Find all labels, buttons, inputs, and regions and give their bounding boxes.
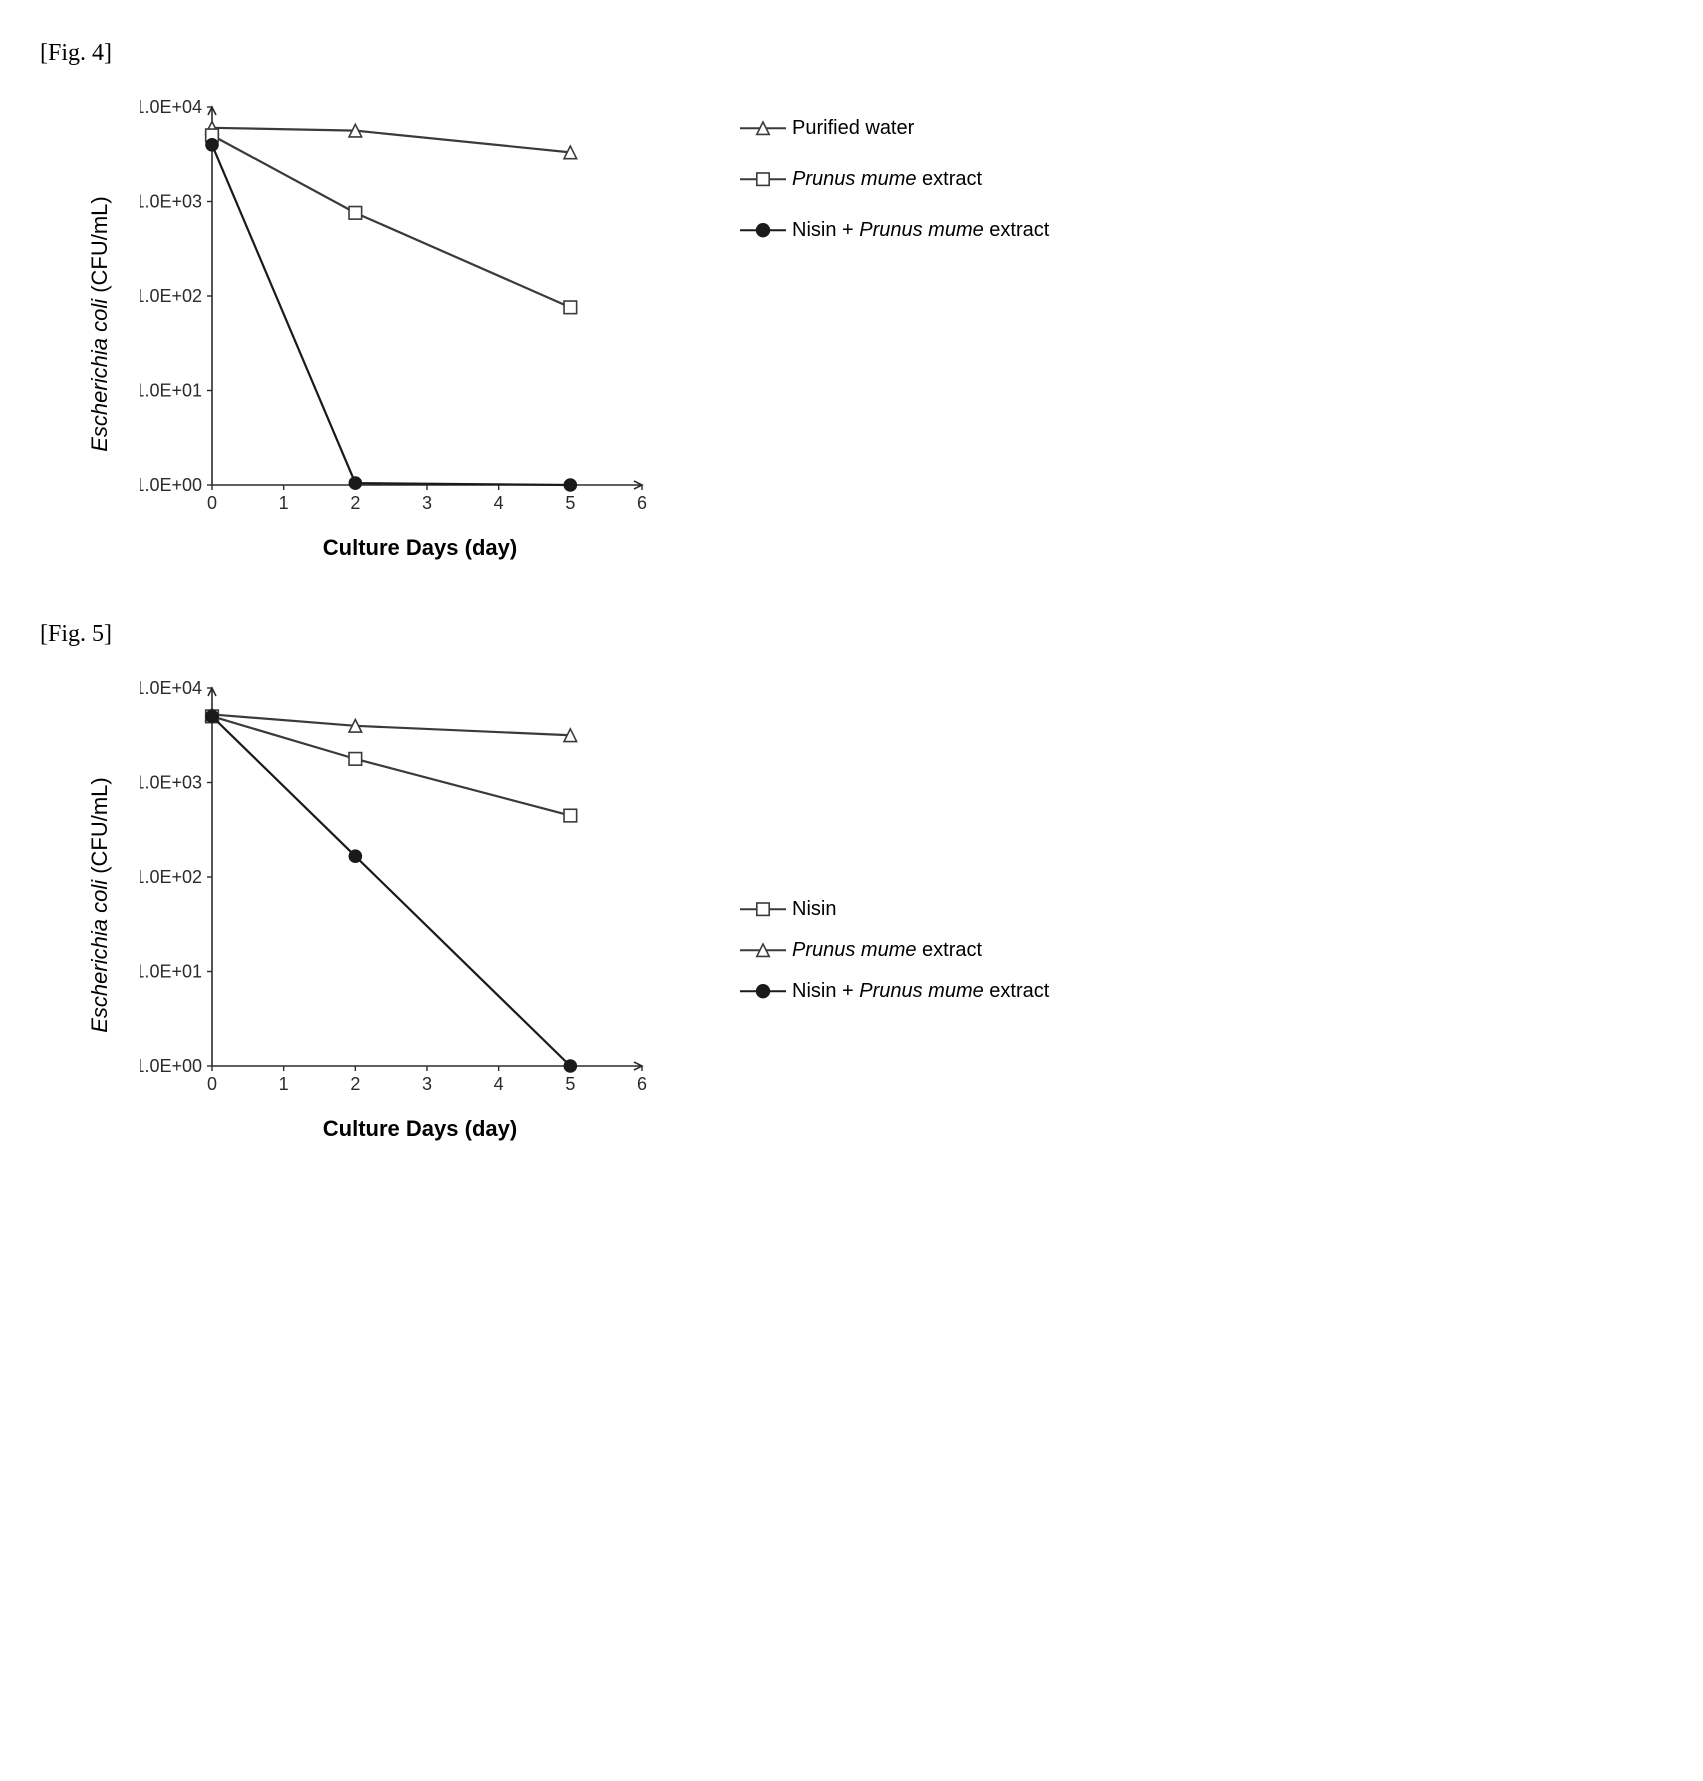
y-axis-label: Escherichia coli (CFU/mL) <box>87 777 113 1033</box>
legend-entry: Nisin + Prunus mume extract <box>740 980 1049 1003</box>
legend-entry: Prunus mume extract <box>740 168 1049 191</box>
legend-marker <box>740 941 786 959</box>
series-line <box>212 128 570 153</box>
figure-caption: [Fig. 5] <box>40 621 1663 648</box>
x-tick-label: 0 <box>207 493 217 513</box>
x-axis-label: Culture Days (day) <box>323 535 517 561</box>
x-tick-label: 5 <box>565 493 575 513</box>
y-tick-label: 1.0E+01 <box>140 381 202 401</box>
legend-entry: Purified water <box>740 117 1049 140</box>
legend-label: Nisin <box>792 898 836 921</box>
y-tick-label: 1.0E+03 <box>140 773 202 793</box>
y-tick-label: 1.0E+02 <box>140 867 202 887</box>
y-tick-label: 1.0E+02 <box>140 286 202 306</box>
series-line <box>212 716 570 815</box>
figure-row: Escherichia coli (CFU/mL)1.0E+001.0E+011… <box>40 668 1663 1142</box>
x-tick-label: 0 <box>207 1074 217 1094</box>
figure-caption: [Fig. 4] <box>40 40 1663 67</box>
figure-block: [Fig. 4] Escherichia coli (CFU/mL) 1.0E+00… <box>40 40 1663 561</box>
legend-label: Prunus mume extract <box>792 168 982 191</box>
x-tick-label: 2 <box>350 1074 360 1094</box>
figure-block: [Fig. 5] Escherichia coli (CFU/mL) 1.0E+00… <box>40 621 1663 1142</box>
legend-entry: Prunus mume extract <box>740 939 1049 962</box>
legend-marker <box>740 119 786 137</box>
y-tick-label: 1.0E+04 <box>140 678 202 698</box>
legend-entry: Nisin + Prunus mume extract <box>740 219 1049 242</box>
y-tick-label: 1.0E+01 <box>140 962 202 982</box>
legend-marker <box>740 982 786 1000</box>
series-line <box>212 135 570 307</box>
x-axis-label: Culture Days (day) <box>323 1116 517 1142</box>
x-tick-label: 3 <box>422 1074 432 1094</box>
x-tick-label: 1 <box>279 1074 289 1094</box>
x-tick-label: 4 <box>494 493 504 513</box>
legend-label: Purified water <box>792 117 914 140</box>
chart-legend: Purified water Prunus mume extract Nisin +… <box>740 117 1049 270</box>
chart-container: Escherichia coli (CFU/mL)1.0E+001.0E+011… <box>140 87 700 561</box>
x-tick-label: 2 <box>350 493 360 513</box>
y-tick-label: 1.0E+00 <box>140 1056 202 1076</box>
y-tick-label: 1.0E+04 <box>140 97 202 117</box>
legend-label: Nisin + Prunus mume extract <box>792 219 1049 242</box>
legend-marker <box>740 170 786 188</box>
y-tick-label: 1.0E+00 <box>140 475 202 495</box>
x-tick-label: 6 <box>637 1074 647 1094</box>
y-tick-label: 1.0E+03 <box>140 192 202 212</box>
figure-row: Escherichia coli (CFU/mL)1.0E+001.0E+011… <box>40 87 1663 561</box>
chart-container: Escherichia coli (CFU/mL)1.0E+001.0E+011… <box>140 668 700 1142</box>
legend-label: Nisin + Prunus mume extract <box>792 980 1049 1003</box>
legend-marker <box>740 221 786 239</box>
y-axis-label: Escherichia coli (CFU/mL) <box>87 196 113 452</box>
legend-entry: Nisin <box>740 898 1049 921</box>
x-tick-label: 6 <box>637 493 647 513</box>
figures-root: [Fig. 4] Escherichia coli (CFU/mL) 1.0E+00… <box>40 40 1663 1142</box>
x-tick-label: 4 <box>494 1074 504 1094</box>
legend-marker <box>740 900 786 918</box>
chart-svg: 1.0E+00 1.0E+01 1.0E+02 1.0E+03 1.0E+04 0 1 2 3 4… <box>140 668 700 1108</box>
legend-label: Prunus mume extract <box>792 939 982 962</box>
x-tick-label: 1 <box>279 493 289 513</box>
chart-svg: 1.0E+00 1.0E+01 1.0E+02 1.0E+03 1.0E+04 0 1 2 3 4… <box>140 87 700 527</box>
series-line <box>212 145 570 485</box>
x-tick-label: 3 <box>422 493 432 513</box>
chart-legend: Nisin Prunus mume extract Nisin + Prunus m… <box>740 898 1049 1021</box>
x-tick-label: 5 <box>565 1074 575 1094</box>
